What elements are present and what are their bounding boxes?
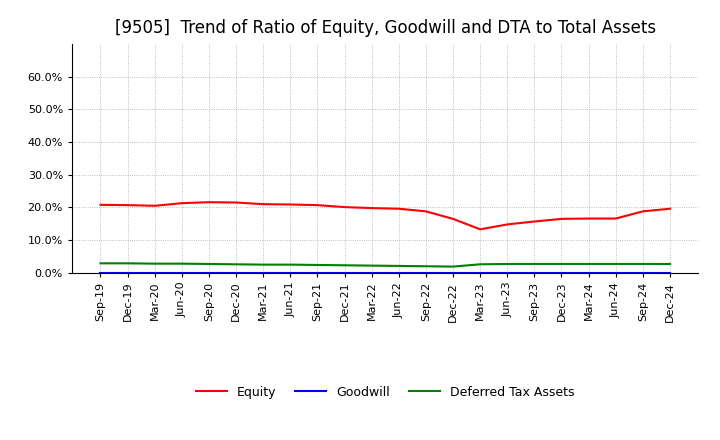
- Goodwill: [232, 270, 240, 275]
- Equity: [584, 216, 593, 221]
- Goodwill: [367, 270, 376, 275]
- Equity: [665, 206, 674, 211]
- Goodwill: [449, 270, 457, 275]
- Line: Deferred Tax Assets: Deferred Tax Assets: [101, 263, 670, 267]
- Deferred Tax Assets: [449, 264, 457, 269]
- Deferred Tax Assets: [178, 261, 186, 266]
- Deferred Tax Assets: [530, 261, 539, 267]
- Title: [9505]  Trend of Ratio of Equity, Goodwill and DTA to Total Assets: [9505] Trend of Ratio of Equity, Goodwil…: [114, 19, 656, 37]
- Equity: [178, 201, 186, 206]
- Equity: [123, 202, 132, 208]
- Goodwill: [313, 270, 322, 275]
- Equity: [150, 203, 159, 209]
- Equity: [367, 205, 376, 211]
- Equity: [557, 216, 566, 221]
- Goodwill: [395, 270, 403, 275]
- Equity: [96, 202, 105, 207]
- Equity: [232, 200, 240, 205]
- Deferred Tax Assets: [259, 262, 268, 267]
- Deferred Tax Assets: [639, 261, 647, 267]
- Equity: [530, 219, 539, 224]
- Goodwill: [341, 270, 349, 275]
- Goodwill: [503, 270, 511, 275]
- Goodwill: [123, 270, 132, 275]
- Goodwill: [204, 270, 213, 275]
- Equity: [395, 206, 403, 211]
- Deferred Tax Assets: [665, 261, 674, 267]
- Goodwill: [286, 270, 294, 275]
- Legend: Equity, Goodwill, Deferred Tax Assets: Equity, Goodwill, Deferred Tax Assets: [191, 381, 580, 404]
- Goodwill: [557, 270, 566, 275]
- Goodwill: [584, 270, 593, 275]
- Deferred Tax Assets: [204, 261, 213, 267]
- Goodwill: [178, 270, 186, 275]
- Goodwill: [476, 270, 485, 275]
- Equity: [286, 202, 294, 207]
- Equity: [503, 222, 511, 227]
- Goodwill: [530, 270, 539, 275]
- Deferred Tax Assets: [313, 262, 322, 268]
- Goodwill: [259, 270, 268, 275]
- Goodwill: [665, 270, 674, 275]
- Deferred Tax Assets: [395, 263, 403, 268]
- Line: Equity: Equity: [101, 202, 670, 229]
- Deferred Tax Assets: [584, 261, 593, 267]
- Deferred Tax Assets: [476, 262, 485, 267]
- Equity: [611, 216, 620, 221]
- Deferred Tax Assets: [286, 262, 294, 267]
- Equity: [341, 205, 349, 210]
- Deferred Tax Assets: [367, 263, 376, 268]
- Goodwill: [611, 270, 620, 275]
- Deferred Tax Assets: [503, 261, 511, 267]
- Deferred Tax Assets: [123, 260, 132, 266]
- Equity: [639, 209, 647, 214]
- Deferred Tax Assets: [557, 261, 566, 267]
- Deferred Tax Assets: [232, 262, 240, 267]
- Goodwill: [639, 270, 647, 275]
- Equity: [259, 202, 268, 207]
- Deferred Tax Assets: [611, 261, 620, 267]
- Deferred Tax Assets: [421, 264, 430, 269]
- Equity: [313, 202, 322, 208]
- Deferred Tax Assets: [96, 260, 105, 266]
- Equity: [476, 227, 485, 232]
- Deferred Tax Assets: [341, 263, 349, 268]
- Deferred Tax Assets: [150, 261, 159, 266]
- Equity: [449, 216, 457, 221]
- Goodwill: [150, 270, 159, 275]
- Goodwill: [421, 270, 430, 275]
- Goodwill: [96, 270, 105, 275]
- Equity: [204, 200, 213, 205]
- Equity: [421, 209, 430, 214]
